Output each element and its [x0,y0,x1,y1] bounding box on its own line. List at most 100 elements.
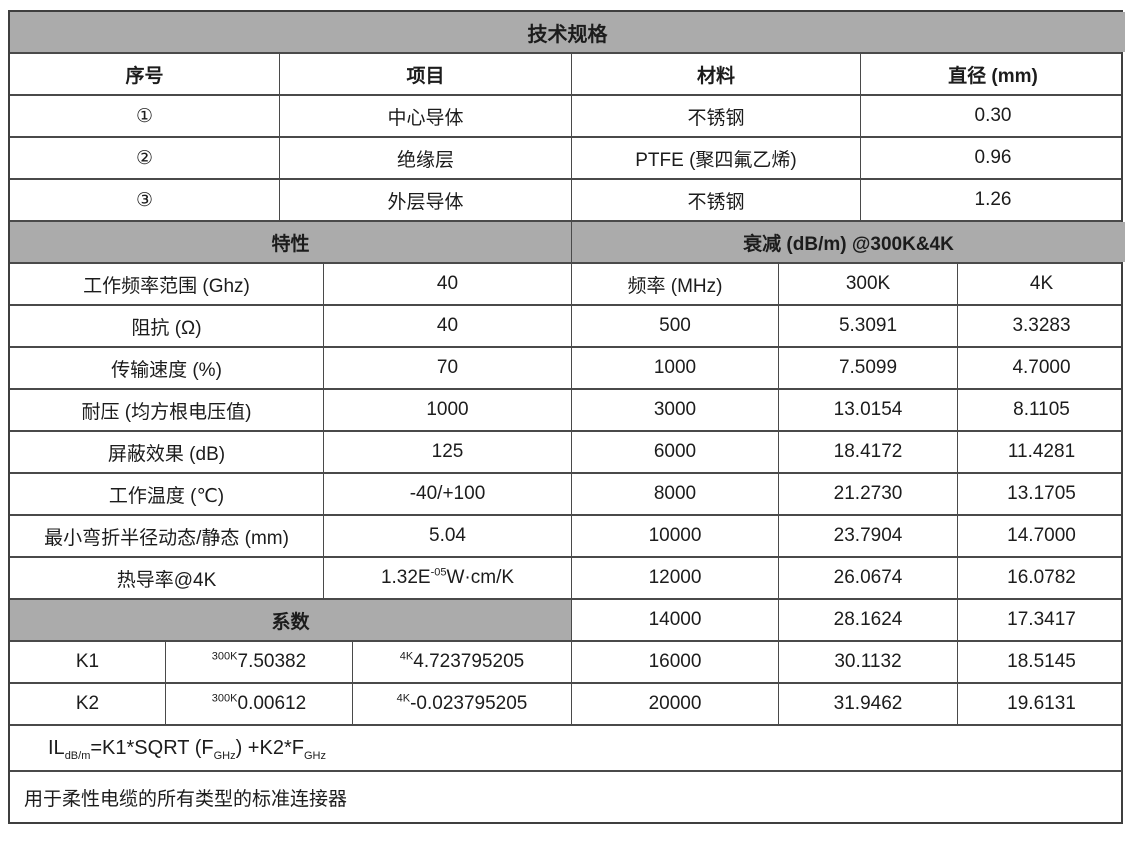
spec-sheet-page: { "colors": {"header_bg": "#ababab", "gr… [0,10,1128,852]
char-value: 40 [324,264,572,304]
footer-note: 用于柔性电缆的所有类型的标准连接器 [24,788,348,810]
atten-4k: 18.5145 [1007,651,1076,672]
char-label: 传输速度 (%) [10,348,324,388]
spec-diameter: 0.96 [974,147,1012,168]
characteristics-title: 特性 [10,222,572,262]
section-header-row: 特性 衰减 (dB/m) @300K&4K [10,222,1125,264]
atten-4k: 8.1105 [1013,399,1070,420]
atten-300k: 28.1624 [779,600,958,640]
spec-header-row: 序号 项目 材料 直径 (mm) [10,54,1121,96]
data-row: 阻抗 (Ω) 40 500 5.3091 3.3283 [10,306,1121,348]
data-row: 传输速度 (%) 70 1000 7.5099 4.7000 [10,348,1121,390]
spec-diameter: 0.30 [974,105,1012,126]
atten-300k: 23.7904 [779,516,958,556]
char-value-thermal: 1.32E-05W·cm/K [324,558,572,598]
unit-subscript: GHz [213,749,236,762]
atten-300k: 18.4172 [779,432,958,472]
char-value: 70 [324,348,572,388]
insertion-loss-formula: ILdB/m=K1*SQRT (FGHz) +K2*FGHz [48,736,326,762]
spec-col-diameter: 直径 (mm) [948,65,1038,87]
atten-freq: 6000 [572,432,779,472]
atten-300k: 13.0154 [779,390,958,430]
atten-300k: 21.2730 [779,474,958,514]
char-label: 热导率@4K [10,558,324,598]
spec-no: ③ [10,180,280,220]
atten-4k: 11.4281 [1007,441,1076,462]
spec-material: PTFE (聚四氟乙烯) [572,138,861,178]
char-label: 最小弯折半径动态/静态 (mm) [10,516,324,556]
char-value: 40 [324,306,572,346]
spec-material: 不锈钢 [572,180,861,220]
atten-300k: 30.1132 [779,642,958,682]
atten-4k: 13.1705 [1007,483,1076,504]
exponent: -05 [430,566,447,579]
spec-item: 绝缘层 [280,138,572,178]
spec-col-item: 项目 [280,54,572,94]
atten-freq: 14000 [572,600,779,640]
coef-name: K1 [10,642,166,682]
atten-4k: 16.0782 [1007,567,1076,588]
char-label: 耐压 (均方根电压值) [10,390,324,430]
coefficient-row: K1 300K7.50382 4K4.723795205 16000 30.11… [10,642,1121,684]
unit-subscript: GHz [303,749,326,762]
atten-freq: 500 [572,306,779,346]
data-row: 工作频率范围 (Ghz) 40 频率 (MHz) 300K 4K [10,264,1121,306]
data-row: 工作温度 (℃) -40/+100 8000 21.2730 13.1705 [10,474,1121,516]
data-row: 耐压 (均方根电压值) 1000 3000 13.0154 8.1105 [10,390,1121,432]
atten-col-300k: 300K [779,264,958,304]
char-value: -40/+100 [324,474,572,514]
data-row: 屏蔽效果 (dB) 125 6000 18.4172 11.4281 [10,432,1121,474]
atten-4k: 19.6131 [1007,693,1076,714]
spec-col-material: 材料 [572,54,861,94]
spec-no: ② [10,138,280,178]
data-row: 热导率@4K 1.32E-05W·cm/K 12000 26.0674 16.0… [10,558,1121,600]
atten-col-freq: 频率 (MHz) [572,264,779,304]
unit-subscript: dB/m [64,749,91,762]
atten-4k: 14.7000 [1007,525,1076,546]
char-label: 阻抗 (Ω) [10,306,324,346]
spec-row: ② 绝缘层 PTFE (聚四氟乙烯) 0.96 [10,138,1121,180]
temp-superscript: 300K [211,692,238,705]
atten-freq: 1000 [572,348,779,388]
table-title-row: 技术规格 [10,12,1125,54]
atten-300k: 7.5099 [779,348,958,388]
atten-freq: 20000 [572,684,779,724]
coef-name: K2 [10,684,166,724]
spec-material: 不锈钢 [572,96,861,136]
coefficient-row: K2 300K0.00612 4K-0.023795205 20000 31.9… [10,684,1121,726]
footer-note-row: 用于柔性电缆的所有类型的标准连接器 [10,772,1121,822]
char-value: 5.04 [324,516,572,556]
spec-row: ③ 外层导体 不锈钢 1.26 [10,180,1121,222]
atten-300k: 26.0674 [779,558,958,598]
formula-row: ILdB/m=K1*SQRT (FGHz) +K2*FGHz [10,726,1121,772]
attenuation-title: 衰减 (dB/m) @300K&4K [572,222,1125,262]
coef-4k: 4K-0.023795205 [353,684,572,724]
atten-freq: 8000 [572,474,779,514]
char-label: 工作温度 (℃) [10,474,324,514]
spec-table: 技术规格 序号 项目 材料 直径 (mm) ① 中心导体 不锈钢 0.30 ② … [8,10,1125,824]
atten-4k: 3.3283 [1012,315,1071,336]
temp-superscript: 4K [396,692,411,705]
temp-superscript: 300K [211,650,238,663]
table-title: 技术规格 [10,12,1125,52]
atten-freq: 12000 [572,558,779,598]
coefficients-header-row: 系数 14000 28.1624 17.3417 [10,600,1121,642]
temp-superscript: 4K [399,650,414,663]
atten-300k: 31.9462 [779,684,958,724]
char-label: 工作频率范围 (Ghz) [10,264,324,304]
atten-freq: 3000 [572,390,779,430]
spec-item: 外层导体 [280,180,572,220]
char-value: 1000 [324,390,572,430]
spec-col-no: 序号 [10,54,280,94]
spec-diameter: 1.26 [974,189,1012,210]
atten-300k: 5.3091 [779,306,958,346]
atten-freq: 16000 [572,642,779,682]
char-value: 125 [324,432,572,472]
coefficients-title: 系数 [10,600,572,640]
coef-4k: 4K4.723795205 [353,642,572,682]
atten-freq: 10000 [572,516,779,556]
atten-4k: 17.3417 [1007,609,1076,630]
spec-no: ① [10,96,280,136]
spec-item: 中心导体 [280,96,572,136]
coef-300k: 300K0.00612 [166,684,353,724]
